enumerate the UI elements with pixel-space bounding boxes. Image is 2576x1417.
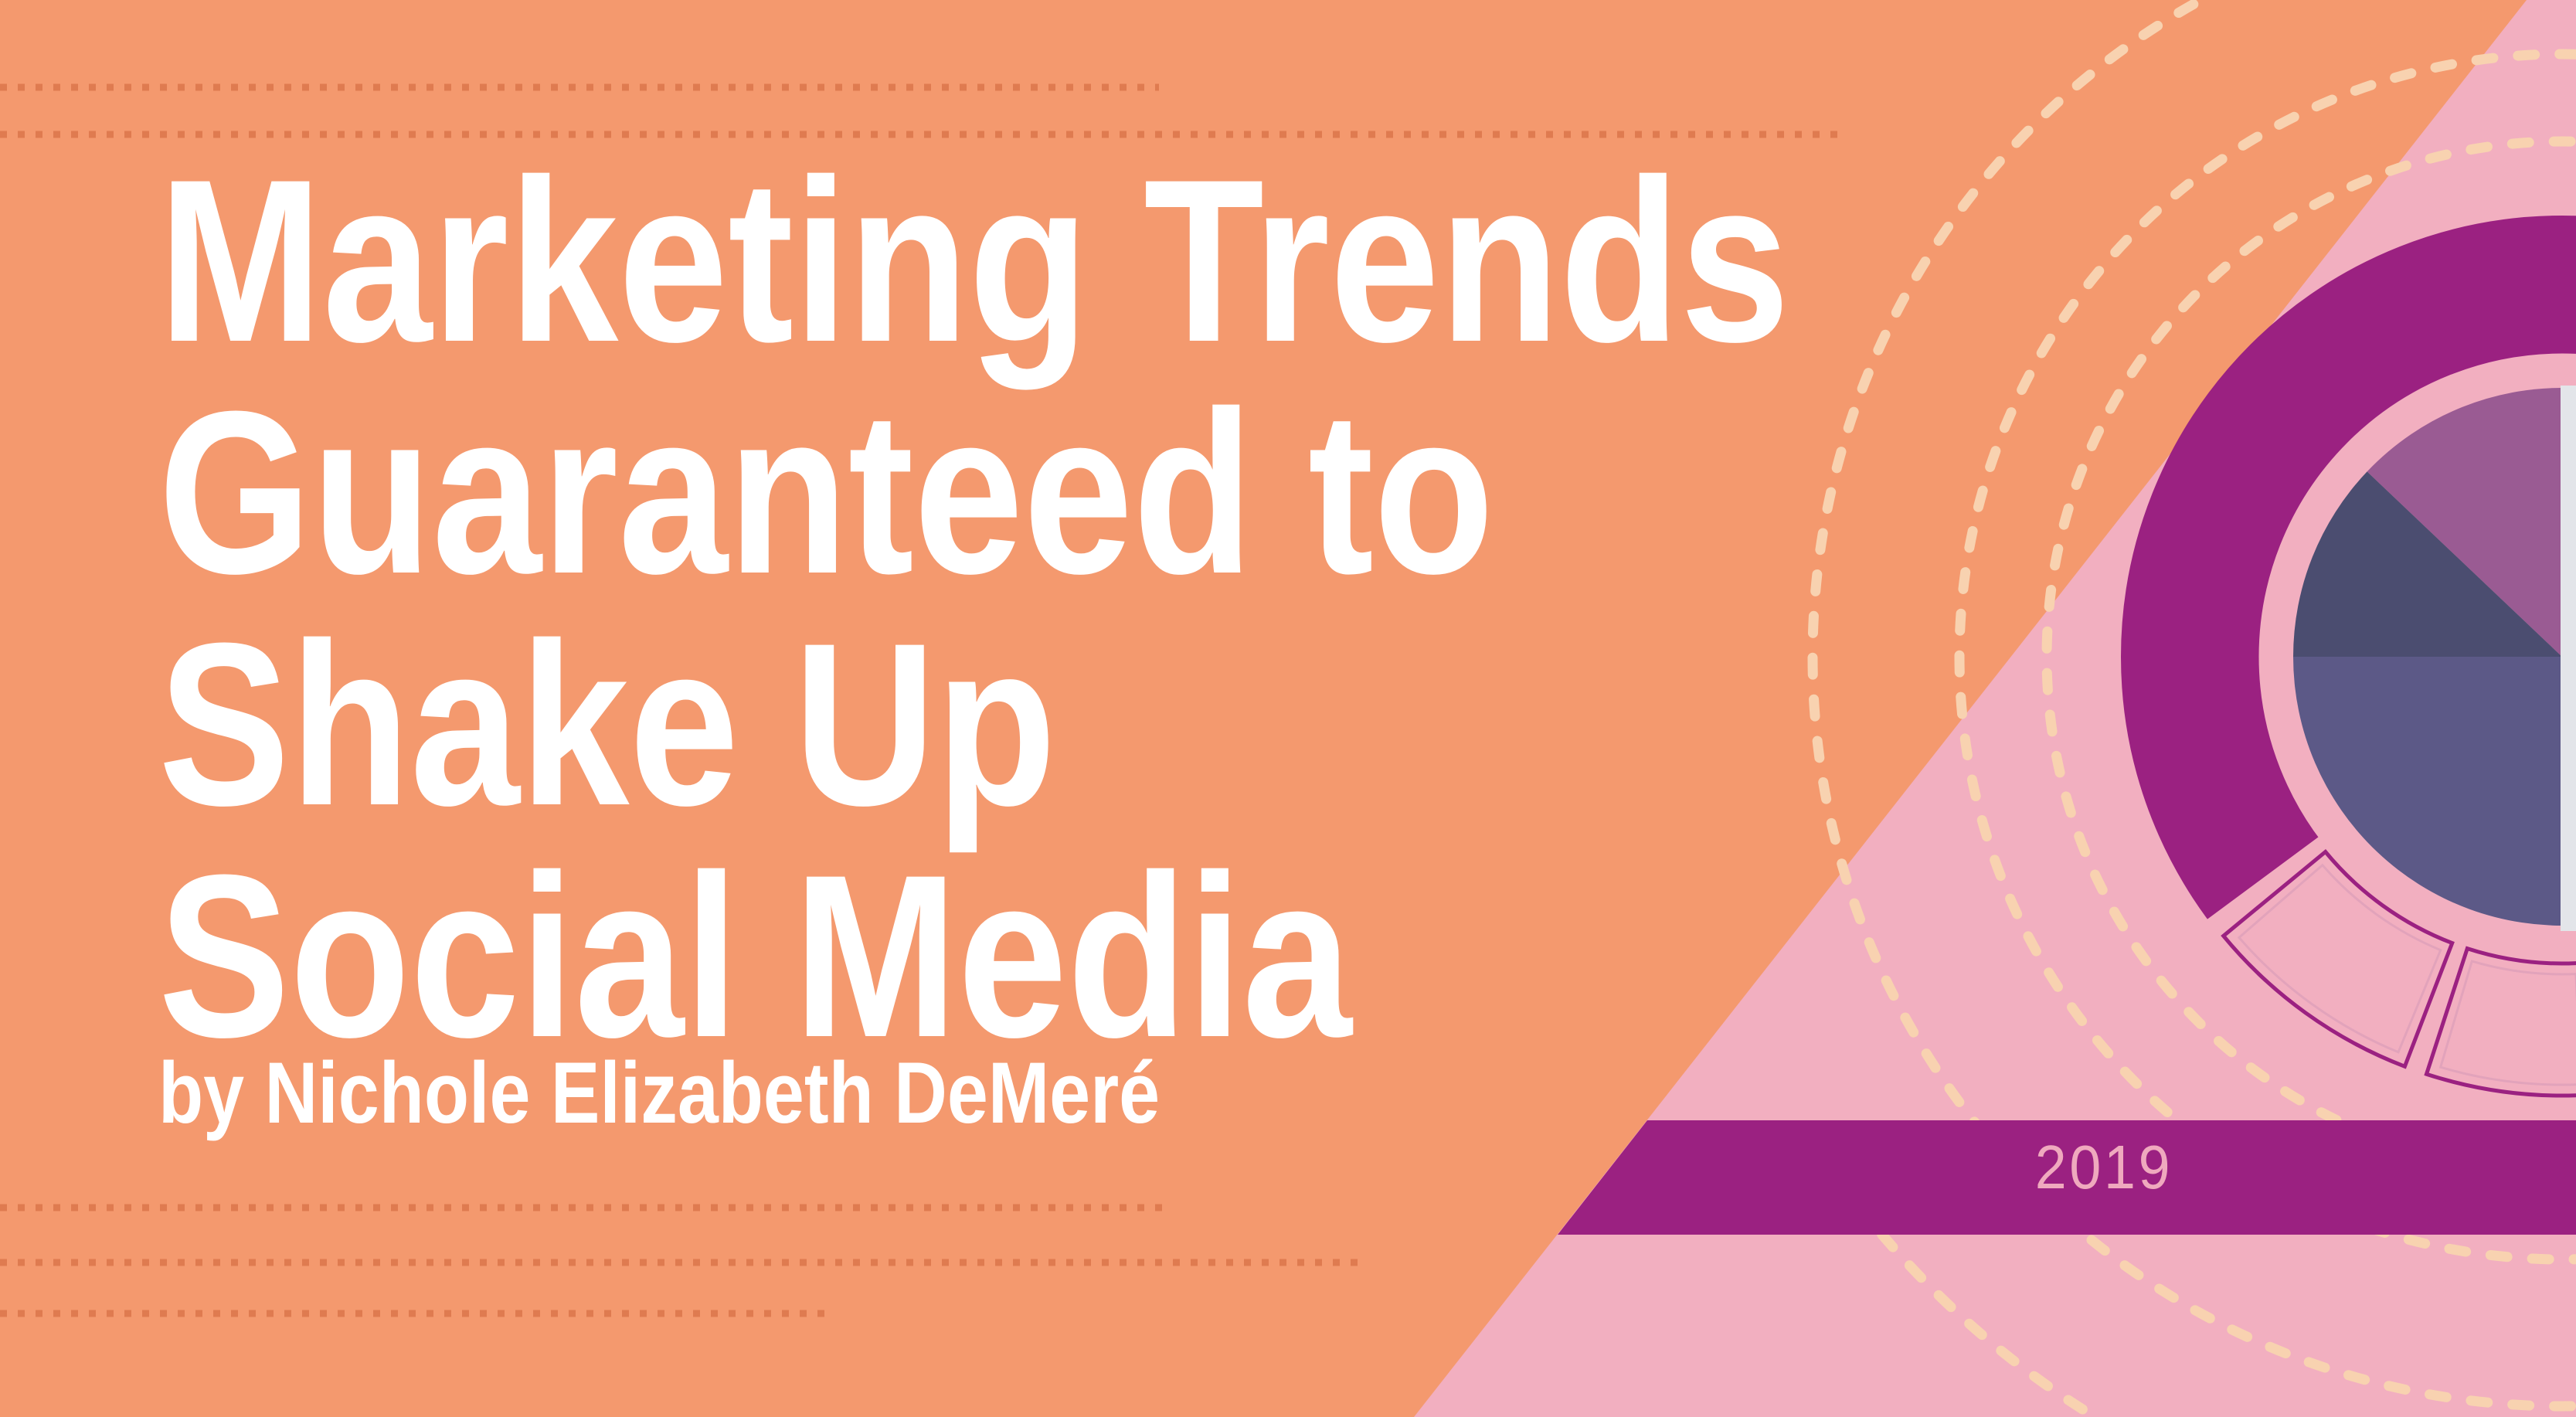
- year-label: 2019: [2034, 1133, 2173, 1201]
- title-line-3: Shake Up: [158, 594, 1057, 854]
- pie-wedge-mauve: [2367, 388, 2576, 657]
- ring-segment-inset-line: [2438, 960, 2576, 1086]
- pie-gap-ring: [2258, 353, 2576, 960]
- bottom-dashed-rules: [0, 1204, 1358, 1317]
- ring-segment-outline: [2221, 848, 2455, 1069]
- year-ribbon: [1558, 1120, 2576, 1235]
- byline: by Nichole Elizabeth DeMeré: [158, 1045, 1161, 1141]
- dashed-arc: [1807, 0, 2576, 1412]
- title-line-4: Social Media: [158, 826, 1352, 1086]
- top-dashed-rules: [0, 83, 1847, 138]
- ring-segment-inset-line: [2237, 863, 2442, 1054]
- title-line-2: Guaranteed to: [158, 362, 1494, 622]
- poster-title: Marketing Trends Guaranteed to Shake Up …: [158, 144, 1789, 1072]
- pie-wedge-medium-slate: [2293, 657, 2576, 926]
- dashed-arc: [1954, 49, 2576, 1265]
- pie-wedge-dark-slate: [2292, 471, 2562, 657]
- gray-edge-strip: [2561, 386, 2576, 931]
- title-line-1: Marketing Trends: [158, 131, 1790, 390]
